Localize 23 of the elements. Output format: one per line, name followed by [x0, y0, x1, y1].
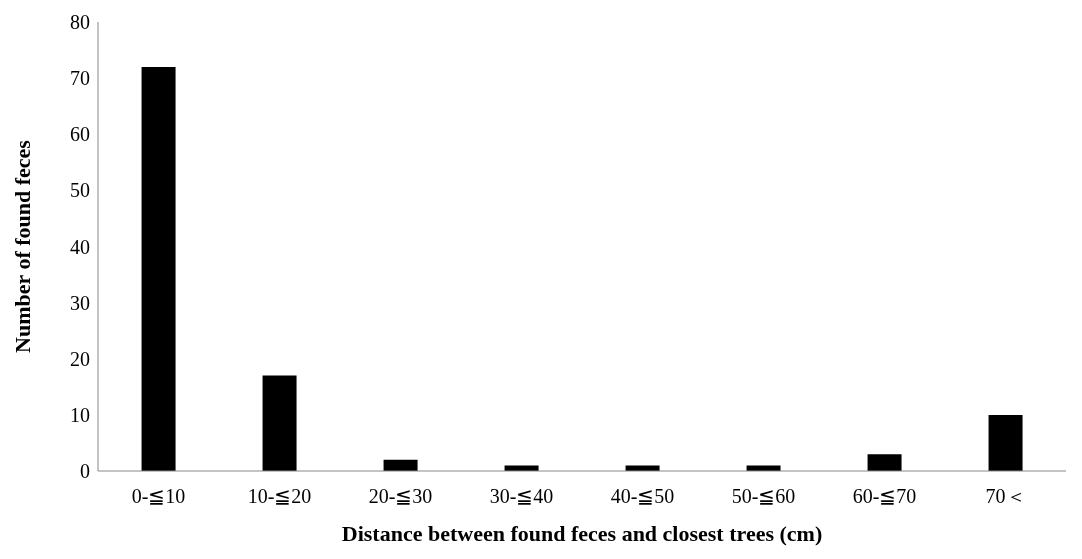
- y-tick-label: 60: [70, 123, 90, 146]
- x-tick-label: 60-≦70: [852, 485, 917, 508]
- x-tick-label: 30-≦40: [489, 485, 554, 508]
- x-tick-label: 50-≦60: [731, 485, 796, 508]
- bar: [262, 375, 297, 471]
- x-tick-label: 0-≦10: [131, 485, 186, 508]
- y-tick-label: 20: [70, 347, 90, 370]
- x-tick-label: 40-≦50: [610, 485, 675, 508]
- x-axis-title: Distance between found feces and closest trees (cm): [341, 521, 823, 546]
- y-tick-label: 70: [70, 67, 90, 90]
- y-tick-label: 40: [70, 235, 90, 258]
- x-tick-label: 20-≦30: [368, 485, 433, 508]
- bar: [141, 66, 176, 471]
- bar: [867, 454, 902, 471]
- y-tick-label: 0: [80, 460, 90, 483]
- y-tick-label: 10: [70, 403, 90, 426]
- bar: [988, 414, 1023, 471]
- y-tick-label: 30: [70, 291, 90, 314]
- y-tick-label: 50: [70, 179, 90, 202]
- x-tick-label: 10-≦20: [247, 485, 312, 508]
- y-tick-label: 80: [70, 11, 90, 34]
- y-axis-title: Number of found feces: [9, 139, 35, 353]
- x-tick-label: 70＜: [985, 485, 1026, 508]
